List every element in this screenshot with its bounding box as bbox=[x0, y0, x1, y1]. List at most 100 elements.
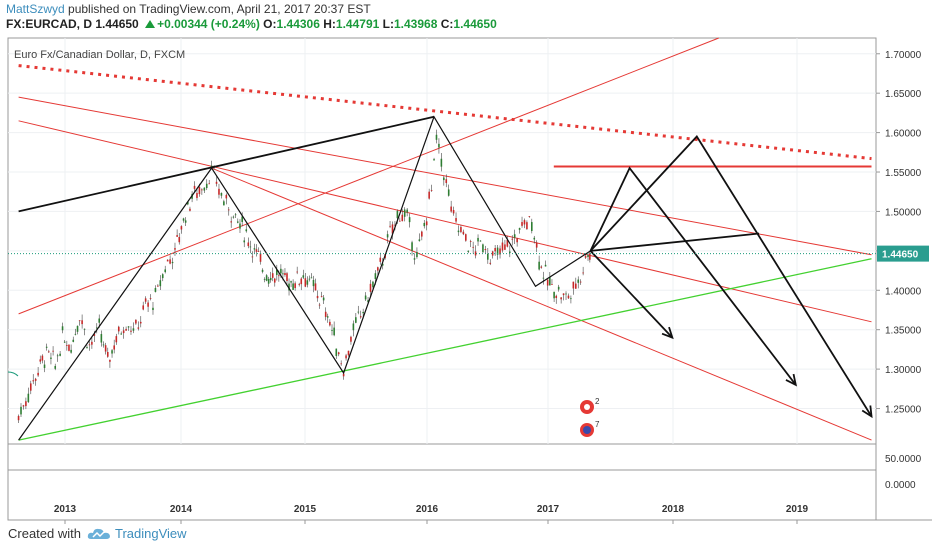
candle-body bbox=[467, 250, 470, 252]
candle-body bbox=[37, 372, 39, 376]
candle-body bbox=[562, 293, 565, 296]
candle-body bbox=[159, 280, 162, 287]
candle-body bbox=[538, 261, 540, 270]
candle-body bbox=[166, 259, 169, 262]
candle-body bbox=[337, 352, 340, 355]
low-value: 1.43968 bbox=[393, 17, 438, 31]
candle-body bbox=[345, 355, 347, 359]
open-value: 1.44306 bbox=[276, 17, 320, 31]
candle-body bbox=[491, 251, 494, 256]
x-tick-label: 2014 bbox=[170, 504, 193, 515]
candle-body bbox=[142, 305, 145, 310]
candle-body bbox=[411, 242, 413, 251]
candle-body bbox=[574, 283, 577, 289]
candle-body bbox=[457, 230, 460, 233]
candle-body bbox=[130, 330, 132, 332]
candle-body bbox=[413, 258, 416, 260]
candle-body bbox=[139, 321, 142, 324]
candle-body bbox=[425, 221, 428, 226]
candle-body bbox=[560, 297, 562, 300]
black-projection-arrow-2 bbox=[589, 166, 797, 386]
candle-body bbox=[50, 357, 52, 359]
candle-body bbox=[546, 279, 549, 286]
candle-body bbox=[489, 262, 492, 264]
candle-body bbox=[43, 364, 46, 369]
candle-body bbox=[193, 185, 196, 189]
candle-body bbox=[132, 328, 135, 331]
tradingview-logo[interactable]: TradingView bbox=[87, 526, 187, 541]
symbol-label: FX:EURCAD, D bbox=[6, 17, 92, 31]
candle-body bbox=[501, 242, 504, 251]
candle-body bbox=[364, 295, 367, 300]
candle-body bbox=[423, 222, 426, 227]
candle-body bbox=[34, 378, 37, 381]
candle-body bbox=[374, 273, 377, 280]
candle-body bbox=[117, 326, 120, 332]
author-link[interactable]: MattSzwyd bbox=[6, 2, 65, 16]
candle-body bbox=[147, 302, 149, 307]
x-tick-label: 2015 bbox=[294, 504, 317, 515]
candle-body bbox=[443, 177, 445, 181]
candle-body bbox=[215, 181, 218, 184]
candle-body bbox=[135, 319, 137, 324]
candle-body bbox=[445, 179, 448, 183]
candle-body bbox=[257, 251, 260, 252]
candle-body bbox=[189, 208, 191, 211]
candle-body bbox=[182, 218, 185, 221]
candle-body bbox=[220, 193, 223, 196]
candle-body bbox=[579, 281, 582, 283]
candle-body bbox=[312, 279, 315, 287]
candle-body bbox=[570, 298, 572, 300]
candle-body bbox=[484, 249, 487, 251]
candle-body bbox=[401, 214, 404, 222]
candle-body bbox=[535, 242, 538, 248]
candle-body bbox=[278, 275, 280, 277]
candle-body bbox=[52, 350, 54, 352]
candle-body bbox=[377, 267, 379, 271]
candle-body bbox=[440, 158, 443, 167]
red-dotted-resistance bbox=[18, 64, 872, 161]
y-tick-label: 1.40000 bbox=[885, 286, 922, 297]
candle-body bbox=[504, 244, 506, 250]
candle-body bbox=[45, 346, 48, 348]
close-label: C: bbox=[440, 17, 454, 31]
candle-body bbox=[154, 288, 157, 292]
candle-body bbox=[553, 291, 555, 299]
candle-body bbox=[106, 351, 109, 357]
candle-body bbox=[253, 248, 256, 250]
candle-body bbox=[516, 238, 518, 243]
candle-body bbox=[577, 279, 580, 283]
candle-body bbox=[236, 221, 239, 223]
candle-body bbox=[39, 359, 42, 362]
candle-body bbox=[418, 239, 421, 242]
candle-body bbox=[269, 277, 272, 281]
candle-body bbox=[544, 264, 547, 267]
candle-body bbox=[335, 348, 338, 356]
candle-body bbox=[296, 271, 298, 273]
candle-body bbox=[111, 350, 113, 354]
candle-body bbox=[406, 209, 408, 213]
candle-body bbox=[391, 224, 394, 234]
candle-body bbox=[447, 189, 450, 196]
candle-body bbox=[487, 253, 489, 260]
candle-body bbox=[93, 333, 96, 336]
candle-body bbox=[494, 248, 496, 252]
candle-body bbox=[496, 247, 499, 255]
canada-event-icon-inner bbox=[584, 404, 590, 410]
candle-body bbox=[386, 234, 389, 238]
candle-body bbox=[203, 187, 206, 191]
candle-body bbox=[308, 278, 311, 280]
red-falling-trendline-3 bbox=[211, 167, 872, 441]
candle-body bbox=[17, 415, 20, 421]
candle-body bbox=[86, 347, 88, 349]
candle-body bbox=[113, 345, 115, 350]
candle-body bbox=[408, 217, 411, 223]
green-support-trendline bbox=[18, 258, 872, 441]
candle-body bbox=[205, 183, 208, 189]
candle-body bbox=[72, 339, 75, 342]
candle-body bbox=[450, 206, 452, 212]
candle-body bbox=[152, 307, 154, 311]
candle-body bbox=[394, 224, 396, 226]
